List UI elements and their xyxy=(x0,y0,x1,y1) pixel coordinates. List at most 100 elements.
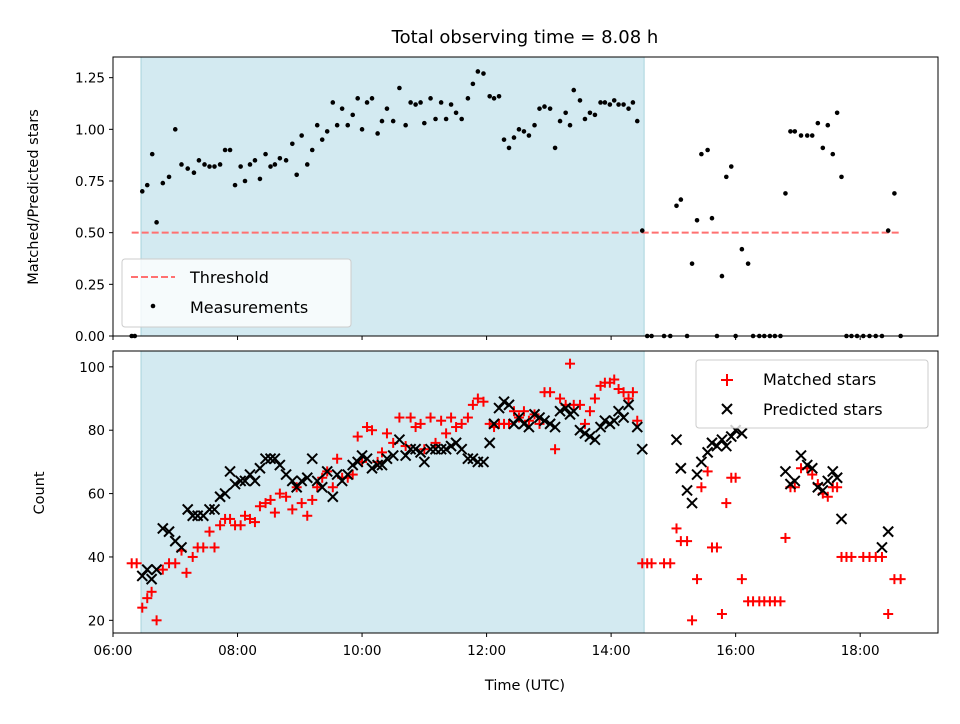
matched-star-point xyxy=(876,551,887,562)
x-stroke xyxy=(831,472,843,484)
matched-star-point xyxy=(198,542,209,553)
predicted-star-point xyxy=(327,491,339,503)
legend-matched-label: Matched stars xyxy=(763,370,876,389)
predicted-star-point xyxy=(203,503,216,516)
x-stroke xyxy=(725,430,737,443)
x-stroke xyxy=(435,443,447,455)
measurement-point xyxy=(222,147,228,153)
x-stroke xyxy=(498,395,510,408)
matched-star-point xyxy=(883,608,894,619)
matched-star-point xyxy=(446,412,457,423)
measurement-point xyxy=(792,129,798,134)
predicted-star-point xyxy=(175,541,188,554)
matched-star-point xyxy=(317,472,328,483)
predicted-star-point xyxy=(356,449,368,462)
measurement-point xyxy=(390,118,396,124)
predicted-star-point xyxy=(720,440,733,452)
measurement-point xyxy=(491,96,497,101)
x-stroke xyxy=(219,487,231,500)
measurement-point xyxy=(413,102,418,107)
measurement-point xyxy=(375,131,380,136)
matched-star-point xyxy=(565,358,576,369)
measurement-point xyxy=(179,162,184,167)
matched-star-point xyxy=(265,494,276,505)
matched-star-point xyxy=(646,558,657,569)
predicted-star-point xyxy=(876,541,888,554)
predicted-star-point xyxy=(835,513,848,525)
measurement-point xyxy=(825,122,831,128)
x-stroke xyxy=(617,411,630,424)
matched-star-point xyxy=(478,396,489,407)
matched-star-point xyxy=(441,428,452,439)
measurement-point xyxy=(448,102,454,107)
matched-star-point xyxy=(589,393,600,404)
measurement-point xyxy=(217,162,223,167)
matched-star-point xyxy=(281,491,292,502)
x-stroke xyxy=(554,405,566,417)
measurement-point xyxy=(453,110,459,116)
matched-star-point xyxy=(131,558,142,569)
measurement-point xyxy=(359,127,365,132)
measurement-point xyxy=(809,133,815,138)
matched-star-point xyxy=(702,466,713,477)
x-stroke xyxy=(589,434,601,446)
x-stroke xyxy=(327,491,339,503)
predicted-star-point xyxy=(725,430,737,443)
predicted-star-point xyxy=(141,563,153,576)
measurement-point xyxy=(397,85,402,91)
x-stroke xyxy=(163,525,175,538)
measurement-point xyxy=(630,100,636,105)
predicted-star-point xyxy=(617,411,630,424)
matched-star-point xyxy=(157,564,168,575)
x-stroke xyxy=(186,510,199,522)
measurement-point xyxy=(804,133,810,138)
x-stroke xyxy=(301,472,313,484)
matched-star-point xyxy=(274,488,285,499)
measurement-point xyxy=(678,197,684,202)
predicted-star-point xyxy=(414,446,427,459)
x-stroke xyxy=(827,465,839,478)
x-stroke xyxy=(789,475,801,487)
x-stroke xyxy=(462,453,474,465)
measurement-point xyxy=(724,174,729,180)
predicted-star-point xyxy=(371,459,384,471)
x-stroke xyxy=(224,465,236,478)
x-stroke xyxy=(812,481,824,493)
x-stroke xyxy=(182,503,194,516)
measurement-point xyxy=(639,228,645,233)
measurement-point xyxy=(674,203,679,209)
matched-star-point xyxy=(347,469,358,480)
measurement-point xyxy=(283,158,289,163)
measurement-point xyxy=(314,122,320,128)
matched-star-point xyxy=(518,406,529,417)
x-tick-label: 06:00 xyxy=(94,643,133,659)
measurement-point xyxy=(506,145,512,151)
matched-star-point xyxy=(451,422,462,433)
measurement-point xyxy=(212,164,217,169)
matched-star-point xyxy=(436,415,447,426)
x-stroke xyxy=(736,427,748,440)
measurement-point xyxy=(532,122,537,128)
x-stroke xyxy=(503,399,515,411)
x-stroke xyxy=(716,434,728,446)
predicted-star-point xyxy=(150,563,163,576)
x-stroke xyxy=(801,459,813,471)
x-stroke xyxy=(244,468,256,481)
predicted-star-point xyxy=(234,475,247,487)
x-stroke xyxy=(670,434,683,446)
measurement-point xyxy=(481,71,486,76)
chart-title: Total observing time = 8.08 h xyxy=(391,27,659,48)
predicted-star-point xyxy=(467,453,479,465)
predicted-star-point xyxy=(812,481,824,493)
predicted-star-point xyxy=(831,472,843,484)
predicted-star-point xyxy=(342,468,354,481)
x-stroke xyxy=(295,475,308,487)
matched-star-point xyxy=(780,532,791,543)
top-legend-box xyxy=(121,258,352,328)
x-stroke xyxy=(806,462,818,474)
matched-star-point xyxy=(545,387,556,398)
matched-star-point xyxy=(579,418,590,429)
y-tick-label: 100 xyxy=(79,360,105,376)
x-tick-label: 18:00 xyxy=(841,643,880,659)
